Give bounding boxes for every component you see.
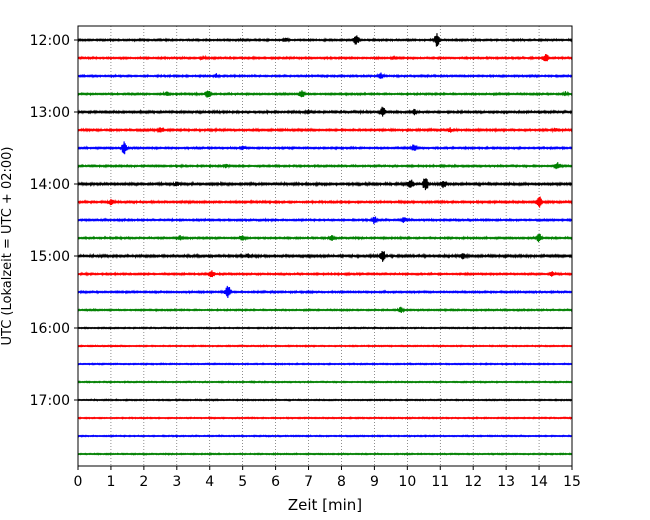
y-tick-label: 14:00 — [30, 177, 70, 193]
x-tick-label: 14 — [530, 474, 548, 490]
x-axis-ticks: 0 1 2 3 4 5 6 7 8 9 10 11 12 13 14 15 — [74, 466, 581, 490]
x-tick-label: 4 — [205, 474, 214, 490]
x-tick-label: 2 — [139, 474, 148, 490]
x-tick-label: 3 — [172, 474, 181, 490]
x-tick-label: 7 — [304, 474, 313, 490]
x-tick-label: 9 — [370, 474, 379, 490]
x-tick-label: 11 — [431, 474, 449, 490]
y-tick-label: 13:00 — [30, 105, 70, 121]
y-axis-label: UTC (Lokalzeit = UTC + 02:00) — [0, 147, 15, 346]
x-tick-label: 12 — [464, 474, 482, 490]
x-tick-label: 10 — [398, 474, 416, 490]
x-tick-label: 6 — [271, 474, 280, 490]
x-tick-label: 15 — [563, 474, 581, 490]
x-tick-label: 0 — [74, 474, 83, 490]
plot-frame — [77, 25, 573, 467]
y-axis-ticks: 12:00 13:00 14:00 15:00 16:00 17:00 — [30, 33, 78, 409]
vertical-grid — [110, 26, 540, 466]
x-tick-label: 5 — [238, 474, 247, 490]
y-tick-label: 15:00 — [30, 249, 70, 265]
plot-area-background — [78, 26, 572, 466]
y-tick-label: 17:00 — [30, 393, 70, 409]
x-tick-label: 13 — [497, 474, 515, 490]
trace-group — [77, 33, 573, 456]
x-tick-label: 1 — [106, 474, 115, 490]
x-axis-label: Zeit [min] — [288, 496, 362, 514]
x-tick-label: 8 — [337, 474, 346, 490]
y-tick-label: 12:00 — [30, 33, 70, 49]
y-tick-label: 16:00 — [30, 321, 70, 337]
